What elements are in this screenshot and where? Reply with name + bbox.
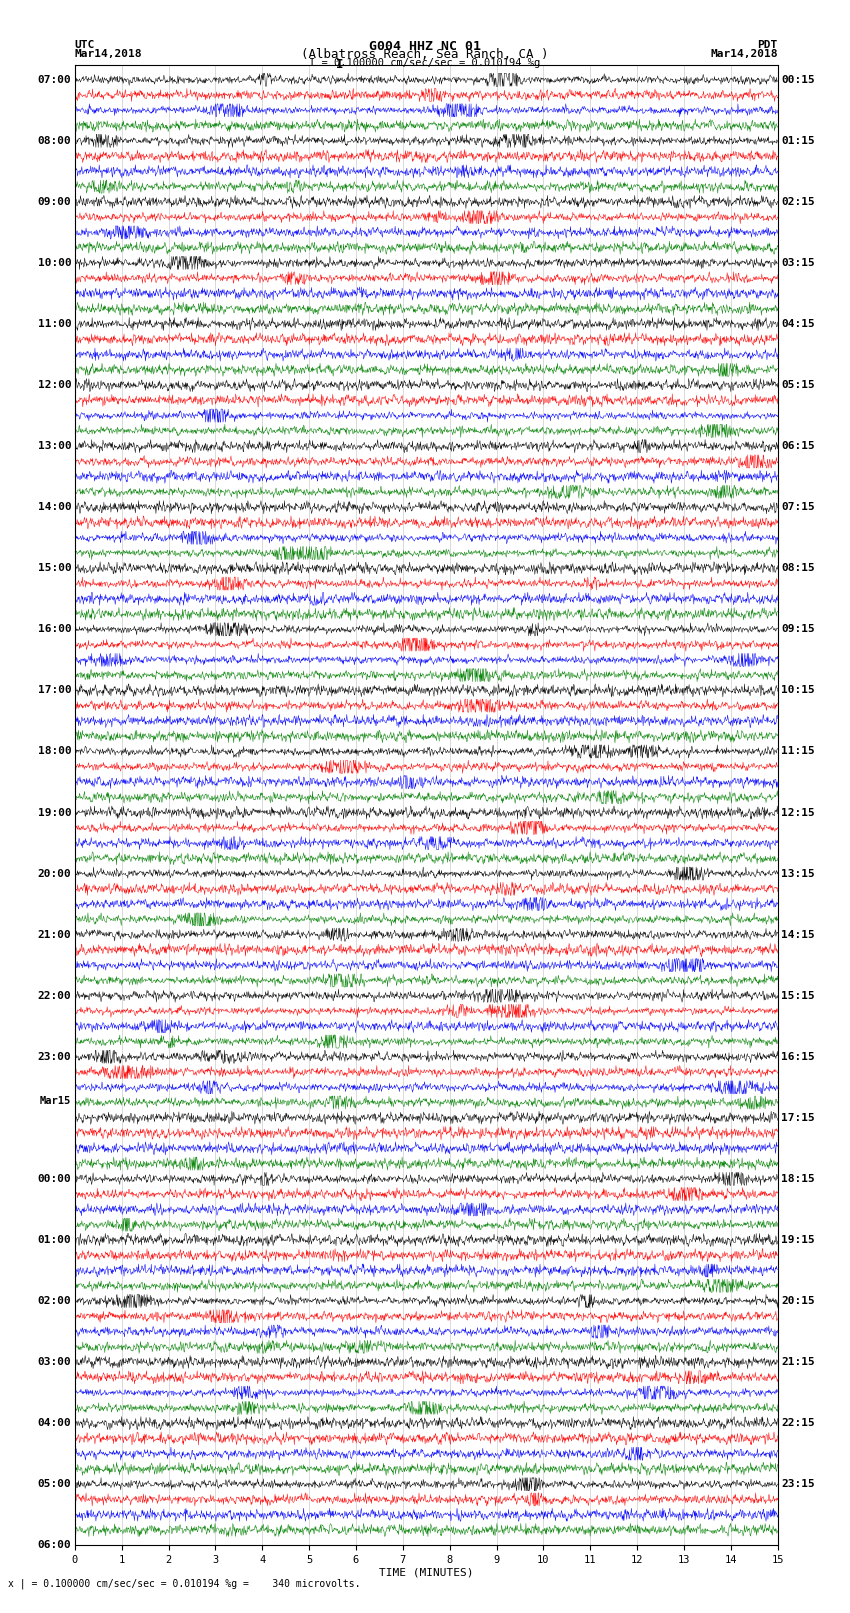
Text: 14:15: 14:15	[781, 929, 815, 940]
Text: 21:15: 21:15	[781, 1357, 815, 1368]
Text: 00:15: 00:15	[781, 74, 815, 85]
Text: 08:15: 08:15	[781, 563, 815, 573]
Text: 20:15: 20:15	[781, 1295, 815, 1307]
Text: 13:15: 13:15	[781, 868, 815, 879]
Text: PDT: PDT	[757, 39, 778, 50]
Text: 12:15: 12:15	[781, 808, 815, 818]
Text: 22:00: 22:00	[37, 990, 71, 1000]
X-axis label: TIME (MINUTES): TIME (MINUTES)	[379, 1568, 473, 1578]
Text: 06:15: 06:15	[781, 440, 815, 452]
Text: 08:00: 08:00	[37, 135, 71, 145]
Text: 03:15: 03:15	[781, 258, 815, 268]
Text: I = 0.100000 cm/sec/sec = 0.010194 %g: I = 0.100000 cm/sec/sec = 0.010194 %g	[309, 58, 541, 68]
Text: 19:15: 19:15	[781, 1236, 815, 1245]
Text: 18:15: 18:15	[781, 1174, 815, 1184]
Text: 13:00: 13:00	[37, 440, 71, 452]
Text: 01:15: 01:15	[781, 135, 815, 145]
Text: 21:00: 21:00	[37, 929, 71, 940]
Text: 18:00: 18:00	[37, 747, 71, 756]
Text: 11:00: 11:00	[37, 319, 71, 329]
Text: Mar14,2018: Mar14,2018	[711, 50, 778, 60]
Text: 11:15: 11:15	[781, 747, 815, 756]
Text: Mar14,2018: Mar14,2018	[75, 50, 142, 60]
Text: 22:15: 22:15	[781, 1418, 815, 1428]
Text: 04:15: 04:15	[781, 319, 815, 329]
Text: 19:00: 19:00	[37, 808, 71, 818]
Text: 02:00: 02:00	[37, 1295, 71, 1307]
Text: 03:00: 03:00	[37, 1357, 71, 1368]
Text: 15:00: 15:00	[37, 563, 71, 573]
Text: 00:00: 00:00	[37, 1174, 71, 1184]
Text: 05:15: 05:15	[781, 381, 815, 390]
Text: 17:00: 17:00	[37, 686, 71, 695]
Text: 12:00: 12:00	[37, 381, 71, 390]
Text: 07:00: 07:00	[37, 74, 71, 85]
Text: 04:00: 04:00	[37, 1418, 71, 1428]
Text: 20:00: 20:00	[37, 868, 71, 879]
Text: 09:15: 09:15	[781, 624, 815, 634]
Text: 14:00: 14:00	[37, 502, 71, 513]
Text: 16:15: 16:15	[781, 1052, 815, 1061]
Text: 05:00: 05:00	[37, 1479, 71, 1489]
Text: UTC: UTC	[75, 39, 95, 50]
Text: G004 HHZ NC 01: G004 HHZ NC 01	[369, 39, 481, 53]
Text: 07:15: 07:15	[781, 502, 815, 513]
Text: 10:15: 10:15	[781, 686, 815, 695]
Text: I: I	[337, 58, 343, 71]
Text: Mar15: Mar15	[40, 1095, 71, 1107]
Text: 02:15: 02:15	[781, 197, 815, 206]
Text: 06:00: 06:00	[37, 1540, 71, 1550]
Text: 09:00: 09:00	[37, 197, 71, 206]
Text: 10:00: 10:00	[37, 258, 71, 268]
Text: 17:15: 17:15	[781, 1113, 815, 1123]
Text: 01:00: 01:00	[37, 1236, 71, 1245]
Text: 15:15: 15:15	[781, 990, 815, 1000]
Text: 23:00: 23:00	[37, 1052, 71, 1061]
Text: 23:15: 23:15	[781, 1479, 815, 1489]
Text: 16:00: 16:00	[37, 624, 71, 634]
Text: x | = 0.100000 cm/sec/sec = 0.010194 %g =    340 microvolts.: x | = 0.100000 cm/sec/sec = 0.010194 %g …	[8, 1578, 361, 1589]
Text: (Albatross Reach, Sea Ranch, CA ): (Albatross Reach, Sea Ranch, CA )	[301, 48, 549, 61]
